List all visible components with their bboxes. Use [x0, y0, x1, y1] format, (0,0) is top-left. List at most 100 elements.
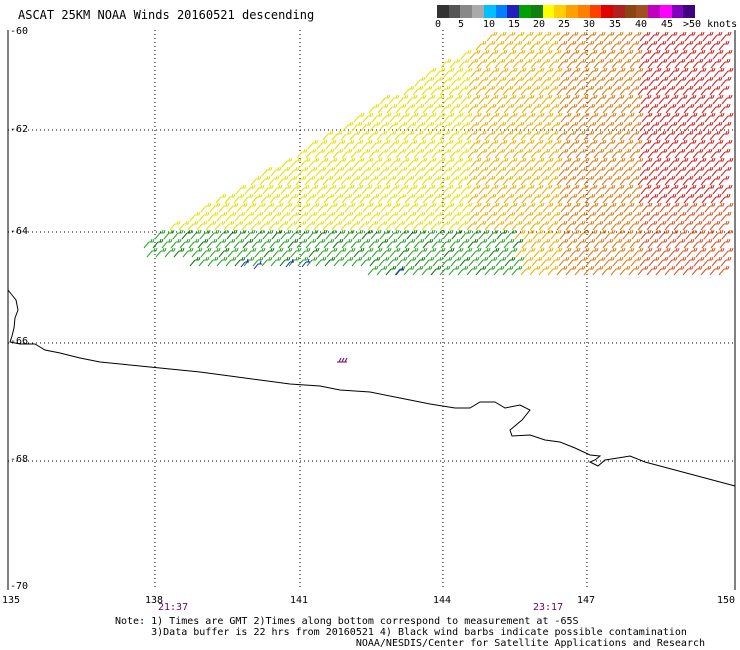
wind-barb	[647, 221, 657, 230]
wind-barb	[505, 257, 515, 266]
wind-barb	[674, 131, 684, 140]
wind-barb	[656, 176, 666, 185]
wind-barb	[656, 41, 666, 50]
wind-barb	[390, 158, 400, 167]
wind-barb	[611, 266, 621, 275]
wind-barb	[458, 131, 468, 140]
wind-barb	[695, 230, 705, 239]
wind-barb	[516, 113, 526, 122]
wind-barb	[369, 194, 379, 203]
wind-barb	[486, 149, 496, 158]
wind-barb	[549, 104, 559, 113]
wind-barb	[639, 194, 649, 203]
wind-barb	[363, 158, 373, 167]
wind-barb	[685, 212, 695, 221]
wind-barb	[613, 32, 623, 41]
wind-barb	[413, 86, 423, 95]
wind-barb	[289, 212, 299, 221]
wind-barb	[557, 86, 567, 95]
wind-barb	[542, 185, 552, 194]
wind-barb	[507, 113, 517, 122]
wind-barb	[719, 176, 729, 185]
wind-barb	[379, 257, 389, 266]
wind-barb	[630, 194, 640, 203]
wind-barb	[602, 266, 612, 275]
wind-barb	[369, 149, 379, 158]
wind-barb	[404, 86, 414, 95]
wind-barb	[381, 248, 391, 257]
wind-barb	[685, 257, 695, 266]
wind-barb	[704, 185, 714, 194]
wind-barb	[629, 221, 639, 230]
wind-barb	[711, 149, 721, 158]
wind-barb	[701, 176, 711, 185]
wind-barb	[659, 230, 669, 239]
wind-barb	[180, 239, 190, 248]
wind-barb	[341, 176, 351, 185]
wind-barb	[622, 257, 632, 266]
wind-barb	[579, 248, 589, 257]
wind-barb	[549, 239, 559, 248]
wind-barb	[560, 50, 570, 59]
wind-barb	[569, 140, 579, 149]
wind-barb	[668, 95, 678, 104]
wind-barb	[569, 50, 579, 59]
wind-barb	[479, 185, 489, 194]
wind-barb	[469, 167, 479, 176]
wind-barb	[648, 104, 658, 113]
wind-barb	[242, 221, 252, 230]
wind-barb	[513, 59, 523, 68]
wind-barb	[604, 77, 614, 86]
wind-barb	[433, 77, 443, 86]
wind-barb	[413, 221, 423, 230]
wind-barb	[471, 68, 481, 77]
wind-barb	[262, 167, 272, 176]
wind-barb	[354, 248, 364, 257]
wind-barb	[444, 68, 454, 77]
wind-barb	[576, 59, 586, 68]
wind-barb	[667, 167, 677, 176]
wind-barb	[488, 230, 498, 239]
wind-barb	[431, 131, 441, 140]
colorbar-swatch	[648, 5, 660, 18]
wind-barb	[587, 230, 597, 239]
wind-barb	[523, 32, 533, 41]
wind-barb	[694, 167, 704, 176]
wind-barb	[605, 95, 615, 104]
wind-barb	[219, 248, 229, 257]
wind-barb	[694, 77, 704, 86]
wind-barb	[666, 239, 676, 248]
wind-barb	[632, 50, 642, 59]
wind-barb	[714, 113, 724, 122]
wind-barb	[674, 176, 684, 185]
wind-barb	[461, 95, 471, 104]
wind-barb	[215, 221, 225, 230]
wind-barb	[381, 203, 391, 212]
wind-barb	[461, 185, 471, 194]
wind-barb	[669, 68, 679, 77]
wind-barb	[288, 194, 298, 203]
wind-barb	[309, 158, 319, 167]
wind-barb	[686, 140, 696, 149]
wind-barb	[656, 221, 666, 230]
wind-barb	[452, 185, 462, 194]
wind-barb	[408, 203, 418, 212]
wind-barb	[530, 131, 540, 140]
wind-barb	[514, 167, 524, 176]
wind-barb	[417, 113, 427, 122]
wind-barb	[685, 32, 695, 41]
wind-barb	[450, 194, 460, 203]
wind-barb	[595, 257, 605, 266]
wind-barb	[507, 203, 517, 212]
wind-barb	[595, 32, 605, 41]
wind-barb	[593, 41, 603, 50]
wind-barb	[534, 203, 544, 212]
wind-barb	[685, 167, 695, 176]
wind-barb	[522, 59, 532, 68]
wind-barb	[225, 194, 235, 203]
wind-barb	[415, 167, 425, 176]
wind-barb	[453, 68, 463, 77]
wind-barb	[479, 230, 489, 239]
wind-barb	[570, 248, 580, 257]
wind-barb	[669, 158, 679, 167]
